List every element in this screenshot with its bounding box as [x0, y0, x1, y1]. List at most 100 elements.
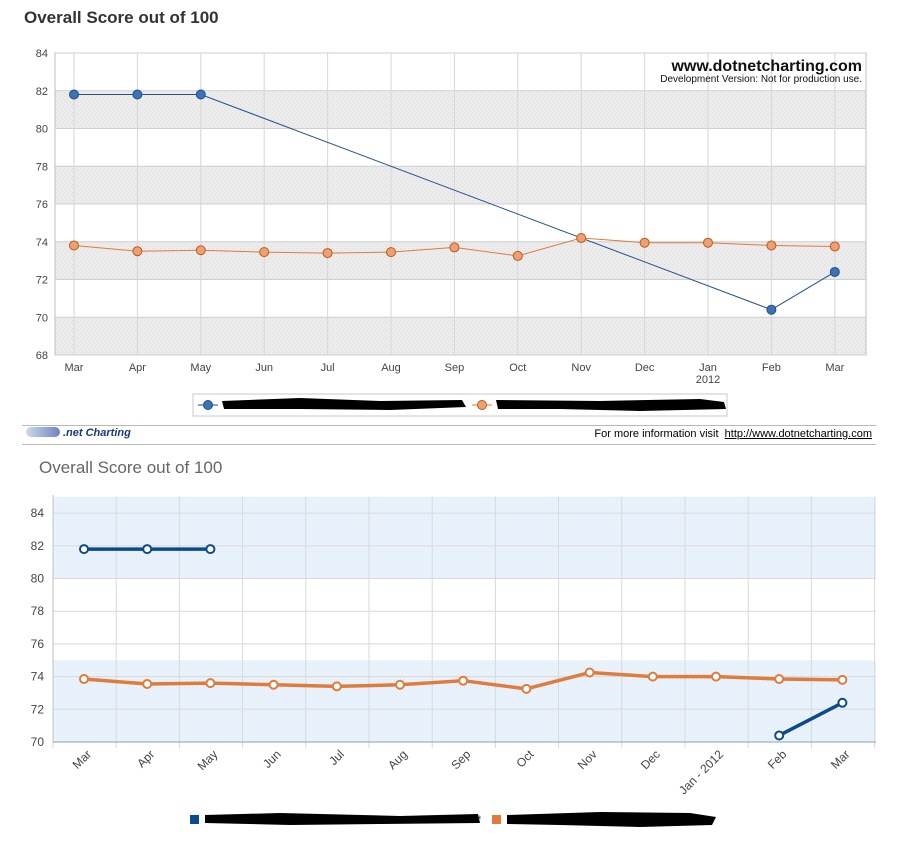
chart1-x-tick-label: Jun	[255, 362, 273, 374]
chart2-series-2-point	[331, 681, 342, 692]
chart2-series-2-point	[268, 679, 279, 690]
chart1-series-1-point	[766, 304, 777, 315]
chart1-series-2-point	[576, 232, 587, 243]
chart2-y-tick-label: 82	[31, 539, 45, 553]
chart1-series-1-point	[195, 89, 206, 100]
info-text: For more information visit http://www.do…	[594, 428, 872, 440]
chart2-series-2-point	[521, 683, 532, 694]
chart1-series-2-point	[322, 248, 333, 259]
chart2-series-2-point	[837, 674, 848, 685]
chart2-series-1-point	[774, 730, 785, 741]
chart1-series-2-point	[512, 250, 523, 261]
chart1-series-2-point	[69, 240, 79, 251]
chart2-x-tick-label: Nov	[575, 747, 600, 772]
chart1-x-tick-label: May	[190, 362, 211, 374]
chart2-title: Overall Score out of 100	[39, 458, 223, 477]
chart2-series-2-point	[458, 675, 469, 686]
chart1-y-tick-label: 76	[36, 199, 48, 211]
legend-marker-series1	[190, 815, 199, 824]
chart2-y-tick-label: 72	[31, 702, 45, 716]
chart1-x-tick-label: Nov	[571, 362, 591, 374]
chart2-legend: *	[190, 812, 716, 827]
chart2-series-2-point	[79, 674, 89, 685]
chart1-y-tick-label: 72	[36, 275, 48, 287]
legend-redaction-2	[496, 399, 726, 411]
legend-marker-series2	[492, 815, 501, 824]
chart2-series-2-point	[647, 671, 658, 682]
chart2-series-1-point	[79, 544, 89, 555]
legend-redaction-2	[507, 812, 716, 827]
chart1-series-2-point	[132, 246, 143, 257]
chart2-series-1-point	[142, 544, 153, 555]
chart2-series-2-point	[774, 674, 785, 685]
chart1-x-tick-label: Oct	[509, 362, 526, 374]
chart1: 68 70 72 74 76 78 80 82 84 Mar Apr May Jun Jul Aug Sep…	[36, 48, 867, 417]
chart2-y-tick-label: 78	[31, 604, 45, 618]
chart2-band	[53, 660, 876, 742]
chart2-series-2-point	[205, 678, 216, 689]
dotnetcharting-footer-strip: .net Charting For more information visit…	[22, 425, 876, 445]
chart2-series-2-point	[711, 671, 721, 682]
chart1-x-tick-label: Dec	[635, 362, 655, 374]
dotnetcharting-link[interactable]: http://www.dotnetcharting.com	[724, 428, 872, 440]
chart1-watermark: www.dotnetcharting.com	[670, 58, 862, 75]
legend-redaction-1	[222, 398, 466, 410]
chart2-x-tick-label: Dec	[638, 747, 663, 772]
chart1-series-2-point	[703, 237, 713, 248]
chart1-x-tick-sublabel: 2012	[696, 374, 720, 386]
chart1-series-2-point	[259, 247, 270, 258]
chart2-x-tick-label: Aug	[385, 747, 410, 772]
chart1-band	[55, 241, 866, 280]
chart1-x-tick-label: Apr	[129, 362, 146, 374]
chart1-series-2-point	[449, 242, 460, 253]
chart1-x-tick-label: Sep	[445, 362, 465, 374]
chart2: 70 72 74 76 78 80 82 84 Mar Apr May Jun Jul Aug Sep Oc…	[31, 495, 876, 827]
chart2-x-tick-label: Feb	[765, 747, 790, 772]
chart1-band	[55, 166, 866, 204]
chart1-series-1-point	[132, 89, 143, 100]
chart2-series-2-point	[142, 678, 153, 689]
chart2-series-1-point	[837, 697, 848, 708]
chart2-series-1-line	[778, 701, 844, 738]
chart1-y-tick-label: 68	[36, 350, 48, 362]
chart2-y-tick-label: 84	[31, 506, 45, 520]
chart1-y-tick-label: 70	[36, 312, 48, 324]
chart2-series-1-point	[205, 544, 216, 555]
chart2-x-tick-label: Jan - 2012	[676, 747, 726, 797]
chart2-x-tick-label: Jun	[260, 747, 284, 771]
chart2-x-tick-label: Mar	[828, 747, 853, 772]
chart2-x-tick-label: May	[195, 747, 221, 773]
legend-redaction-1	[205, 813, 480, 825]
chart1-y-tick-label: 78	[36, 161, 48, 173]
chart1-y-tick-label: 84	[36, 48, 48, 60]
svg-text:*: *	[477, 814, 482, 826]
chart1-y-tick-label: 82	[36, 86, 48, 98]
chart1-x-tick-label: Aug	[381, 362, 401, 374]
chart1-watermark-note: Development Version: Not for production …	[660, 74, 862, 85]
chart1-x-tick-label: Jul	[321, 362, 335, 374]
chart2-y-tick-label: 80	[31, 572, 45, 586]
chart1-x-tick-label: Mar	[65, 362, 84, 374]
chart1-x-tick-label: Feb	[762, 362, 781, 374]
chart2-series-2-point	[584, 667, 595, 678]
chart1-series-2-point	[195, 245, 206, 256]
chart1-series-2-point	[766, 240, 777, 251]
chart1-y-tick-label: 80	[36, 124, 48, 136]
chart2-x-tick-label: Jul	[326, 747, 347, 768]
chart1-legend	[192, 393, 728, 417]
chart2-y-tick-label: 74	[31, 670, 45, 684]
chart1-series-1-point	[69, 89, 79, 100]
chart2-band	[53, 496, 876, 579]
chart2-x-tick-label: Sep	[448, 747, 473, 772]
chart1-y-tick-label: 74	[36, 237, 48, 249]
chart2-series-2-point	[395, 679, 405, 690]
legend-marker-series2	[477, 400, 487, 410]
chart1-x-tick-label: Mar	[825, 362, 844, 374]
chart1-band	[55, 90, 866, 129]
chart1-x-tick-label: Jan	[699, 362, 717, 374]
chart1-series-2-point	[639, 237, 650, 248]
chart1-band	[55, 317, 866, 355]
chart2-y-tick-label: 70	[31, 735, 45, 749]
chart1-series-2-point	[386, 247, 396, 258]
legend-marker-series1	[203, 400, 213, 410]
